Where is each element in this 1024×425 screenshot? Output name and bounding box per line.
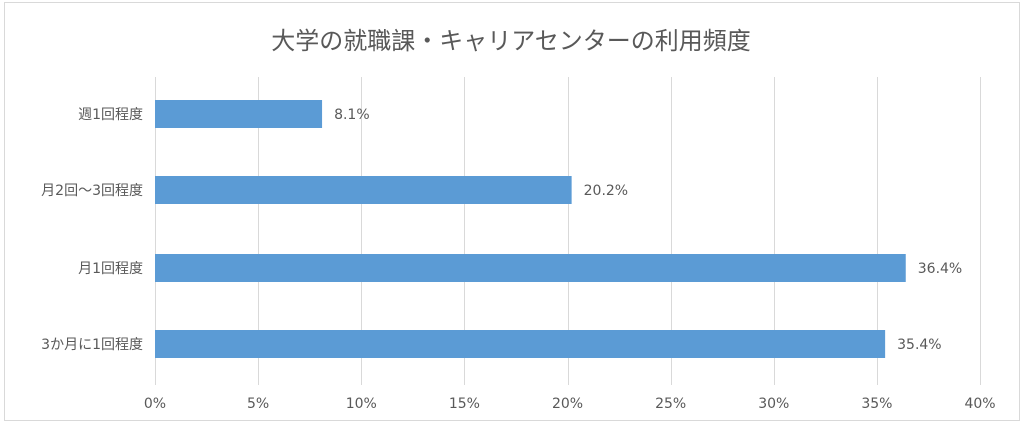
x-tick-label: 40%: [964, 396, 995, 412]
x-tick-label: 0%: [144, 396, 166, 412]
category-label: 週1回程度: [78, 107, 143, 123]
chart-frame: 大学の就職課・キャリアセンターの利用頻度 週1回程度月2回～3回程度月1回程度 3…: [4, 2, 1020, 421]
x-tick-label: 30%: [758, 396, 789, 412]
x-tick-label: 20%: [552, 396, 583, 412]
x-axis-ticks: 0% 5% 10% 15% 20% 25% 30% 35% 40%: [144, 396, 996, 412]
data-label: 20.2%: [584, 183, 628, 199]
x-tick-label: 10%: [346, 396, 377, 412]
bar: [155, 100, 323, 128]
bars: [155, 100, 906, 358]
data-label: 8.1%: [334, 107, 370, 123]
bar: [155, 176, 572, 204]
category-label: 月1回程度: [78, 261, 143, 277]
category-label: 月2回～3回程度: [41, 183, 143, 199]
bar: [155, 254, 906, 282]
gridlines: [155, 77, 981, 385]
category-label: 3か月に1回程度: [41, 337, 143, 353]
data-labels: 8.1% 20.2% 36.4% 35.4%: [334, 107, 962, 353]
x-tick-label: 15%: [449, 396, 480, 412]
x-tick-label: 35%: [861, 396, 892, 412]
bar: [155, 330, 886, 358]
chart-title: 大学の就職課・キャリアセンターの利用頻度: [271, 27, 751, 55]
data-label: 36.4%: [918, 261, 962, 277]
x-tick-label: 25%: [655, 396, 686, 412]
data-label: 35.4%: [897, 337, 941, 353]
x-tick-label: 5%: [247, 396, 269, 412]
